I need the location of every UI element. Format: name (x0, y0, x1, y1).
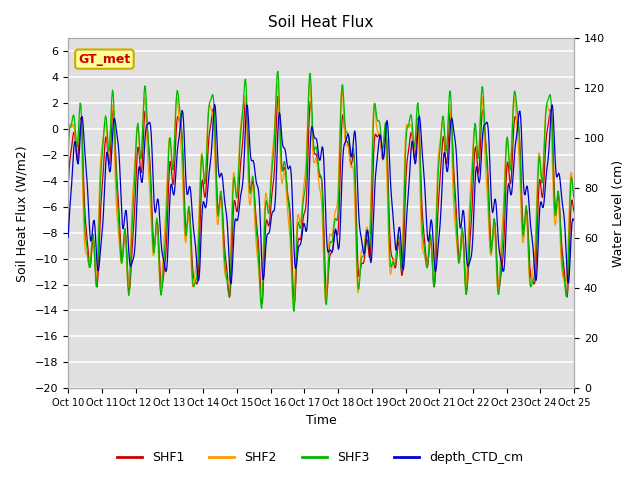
Y-axis label: Water Level (cm): Water Level (cm) (612, 160, 625, 267)
Y-axis label: Soil Heat Flux (W/m2): Soil Heat Flux (W/m2) (15, 145, 28, 282)
Title: Soil Heat Flux: Soil Heat Flux (269, 15, 374, 30)
Text: GT_met: GT_met (78, 53, 131, 66)
X-axis label: Time: Time (306, 414, 337, 427)
Legend: SHF1, SHF2, SHF3, depth_CTD_cm: SHF1, SHF2, SHF3, depth_CTD_cm (112, 446, 528, 469)
